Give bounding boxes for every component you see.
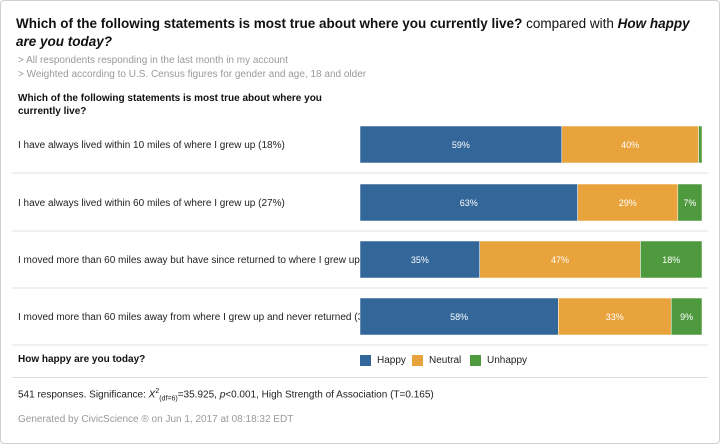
bar-segment-unhappy[interactable] (640, 240, 703, 279)
title-question-1: Which of the following statements is mos… (16, 16, 523, 31)
category-label: I have always lived within 60 miles of w… (18, 198, 285, 209)
category-label: I have always lived within 10 miles of w… (18, 140, 285, 151)
p-symbol: p (219, 389, 226, 401)
chi-df: (df=6) (159, 395, 178, 403)
data-label: 58% (450, 312, 468, 322)
data-label: 33% (606, 312, 624, 322)
category-axis-title: Which of the following statements is mos… (18, 93, 322, 117)
chi-exponent: 2 (155, 388, 160, 395)
legend-item-unhappy[interactable]: Unhappy (470, 355, 527, 366)
legend-swatch (360, 355, 371, 366)
legend-swatch (412, 355, 423, 366)
data-label: 63% (460, 198, 478, 208)
legend-label: Neutral (429, 355, 462, 366)
legend-label: Unhappy (487, 355, 528, 366)
bar-segment-unhappy[interactable] (677, 183, 703, 222)
title-question-2: How happy are you today? (16, 16, 690, 49)
legend-label: Happy (377, 355, 406, 366)
bar-segment-happy[interactable] (359, 183, 578, 222)
category-label: I moved more than 60 miles away but have… (18, 255, 389, 266)
bar-segment-neutral[interactable] (558, 297, 672, 336)
chi-value: =35.925, (177, 389, 220, 401)
significance-rest: <0.001, High Strength of Association (T=… (225, 389, 434, 401)
filter-note-respondents: > All respondents responding in the last… (18, 55, 288, 66)
bar-segment-unhappy[interactable] (670, 297, 703, 336)
data-label: 7% (683, 198, 696, 208)
chi-symbol: X (148, 389, 156, 401)
legend-item-neutral[interactable]: Neutral (412, 355, 461, 366)
data-label: 47% (551, 255, 569, 265)
chart-title: Which of the following statements is mos… (16, 15, 706, 51)
responses-text: 541 responses. Significance: (18, 389, 149, 401)
bar-segment-neutral[interactable] (561, 125, 699, 164)
bar-segment-unhappy[interactable] (698, 125, 703, 164)
bar-segment-neutral[interactable] (577, 183, 679, 222)
data-label: 18% (662, 255, 680, 265)
bar-segment-happy[interactable] (359, 240, 480, 279)
filter-note-weighting: > Weighted according to U.S. Census figu… (18, 69, 367, 80)
data-label: 9% (680, 312, 693, 322)
data-label: 40% (621, 140, 639, 150)
generated-note: Generated by CivicScience ® on Jun 1, 20… (18, 414, 294, 425)
data-label: 29% (619, 198, 637, 208)
data-label: 59% (452, 140, 470, 150)
category-label: I moved more than 60 miles away from whe… (18, 312, 381, 323)
bar-segment-happy[interactable] (359, 125, 563, 164)
legend-title: How happy are you today? (18, 354, 146, 365)
legend-item-happy[interactable]: Happy (360, 355, 406, 366)
title-compared-with: compared with (522, 16, 618, 31)
data-label: 35% (411, 255, 429, 265)
significance-note: 541 responses. Significance: X2(df=6)=35… (18, 388, 434, 402)
legend-swatch (470, 355, 481, 366)
divider (12, 377, 708, 378)
